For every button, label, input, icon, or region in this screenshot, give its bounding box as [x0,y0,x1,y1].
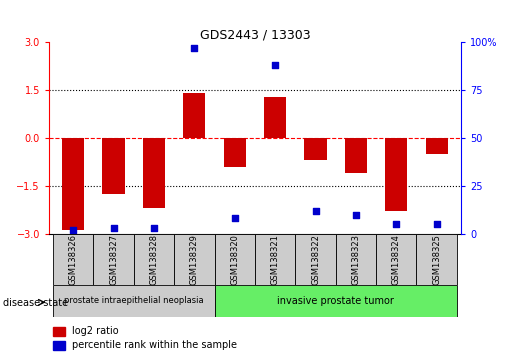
Text: GSM138327: GSM138327 [109,234,118,285]
Bar [345,138,367,173]
Bar [425,138,448,154]
Text: GSM138329: GSM138329 [190,234,199,285]
Title: GDS2443 / 13303: GDS2443 / 13303 [200,28,310,41]
Bar [417,234,457,285]
Bar [53,341,65,349]
Text: GSM138325: GSM138325 [432,234,441,285]
Point [231,216,239,221]
Text: GSM138320: GSM138320 [230,234,239,285]
Bar [183,93,205,138]
Bar [336,234,376,285]
Bar [53,285,215,317]
Point [109,225,117,231]
Point [271,63,279,68]
Bar [143,138,165,208]
Bar [385,138,407,211]
Bar [264,97,286,138]
Point [312,208,320,213]
Point [352,212,360,217]
Text: percentile rank within the sample: percentile rank within the sample [72,340,236,350]
Bar [93,234,134,285]
Bar [174,234,215,285]
Bar [102,138,125,194]
Bar [215,234,255,285]
Text: GSM138323: GSM138323 [351,234,360,285]
Text: GSM138321: GSM138321 [270,234,280,285]
Text: GSM138324: GSM138324 [392,234,401,285]
Bar [134,234,174,285]
Point [150,225,158,231]
Bar [53,327,65,336]
Point [190,45,198,51]
Point [392,221,401,227]
Text: GSM138326: GSM138326 [68,234,78,285]
Text: prostate intraepithelial neoplasia: prostate intraepithelial neoplasia [64,296,203,306]
Bar [255,234,295,285]
Text: invasive prostate tumor: invasive prostate tumor [277,296,394,306]
Bar [62,138,84,230]
Bar [53,234,93,285]
Bar [224,138,246,167]
Bar [215,285,457,317]
Bar [376,234,417,285]
Text: log2 ratio: log2 ratio [72,326,118,336]
Bar [304,138,327,160]
Text: GSM138322: GSM138322 [311,234,320,285]
Point [69,227,77,233]
Text: GSM138328: GSM138328 [149,234,159,285]
Text: disease state: disease state [3,298,67,308]
Point [433,221,441,227]
Bar [295,234,336,285]
